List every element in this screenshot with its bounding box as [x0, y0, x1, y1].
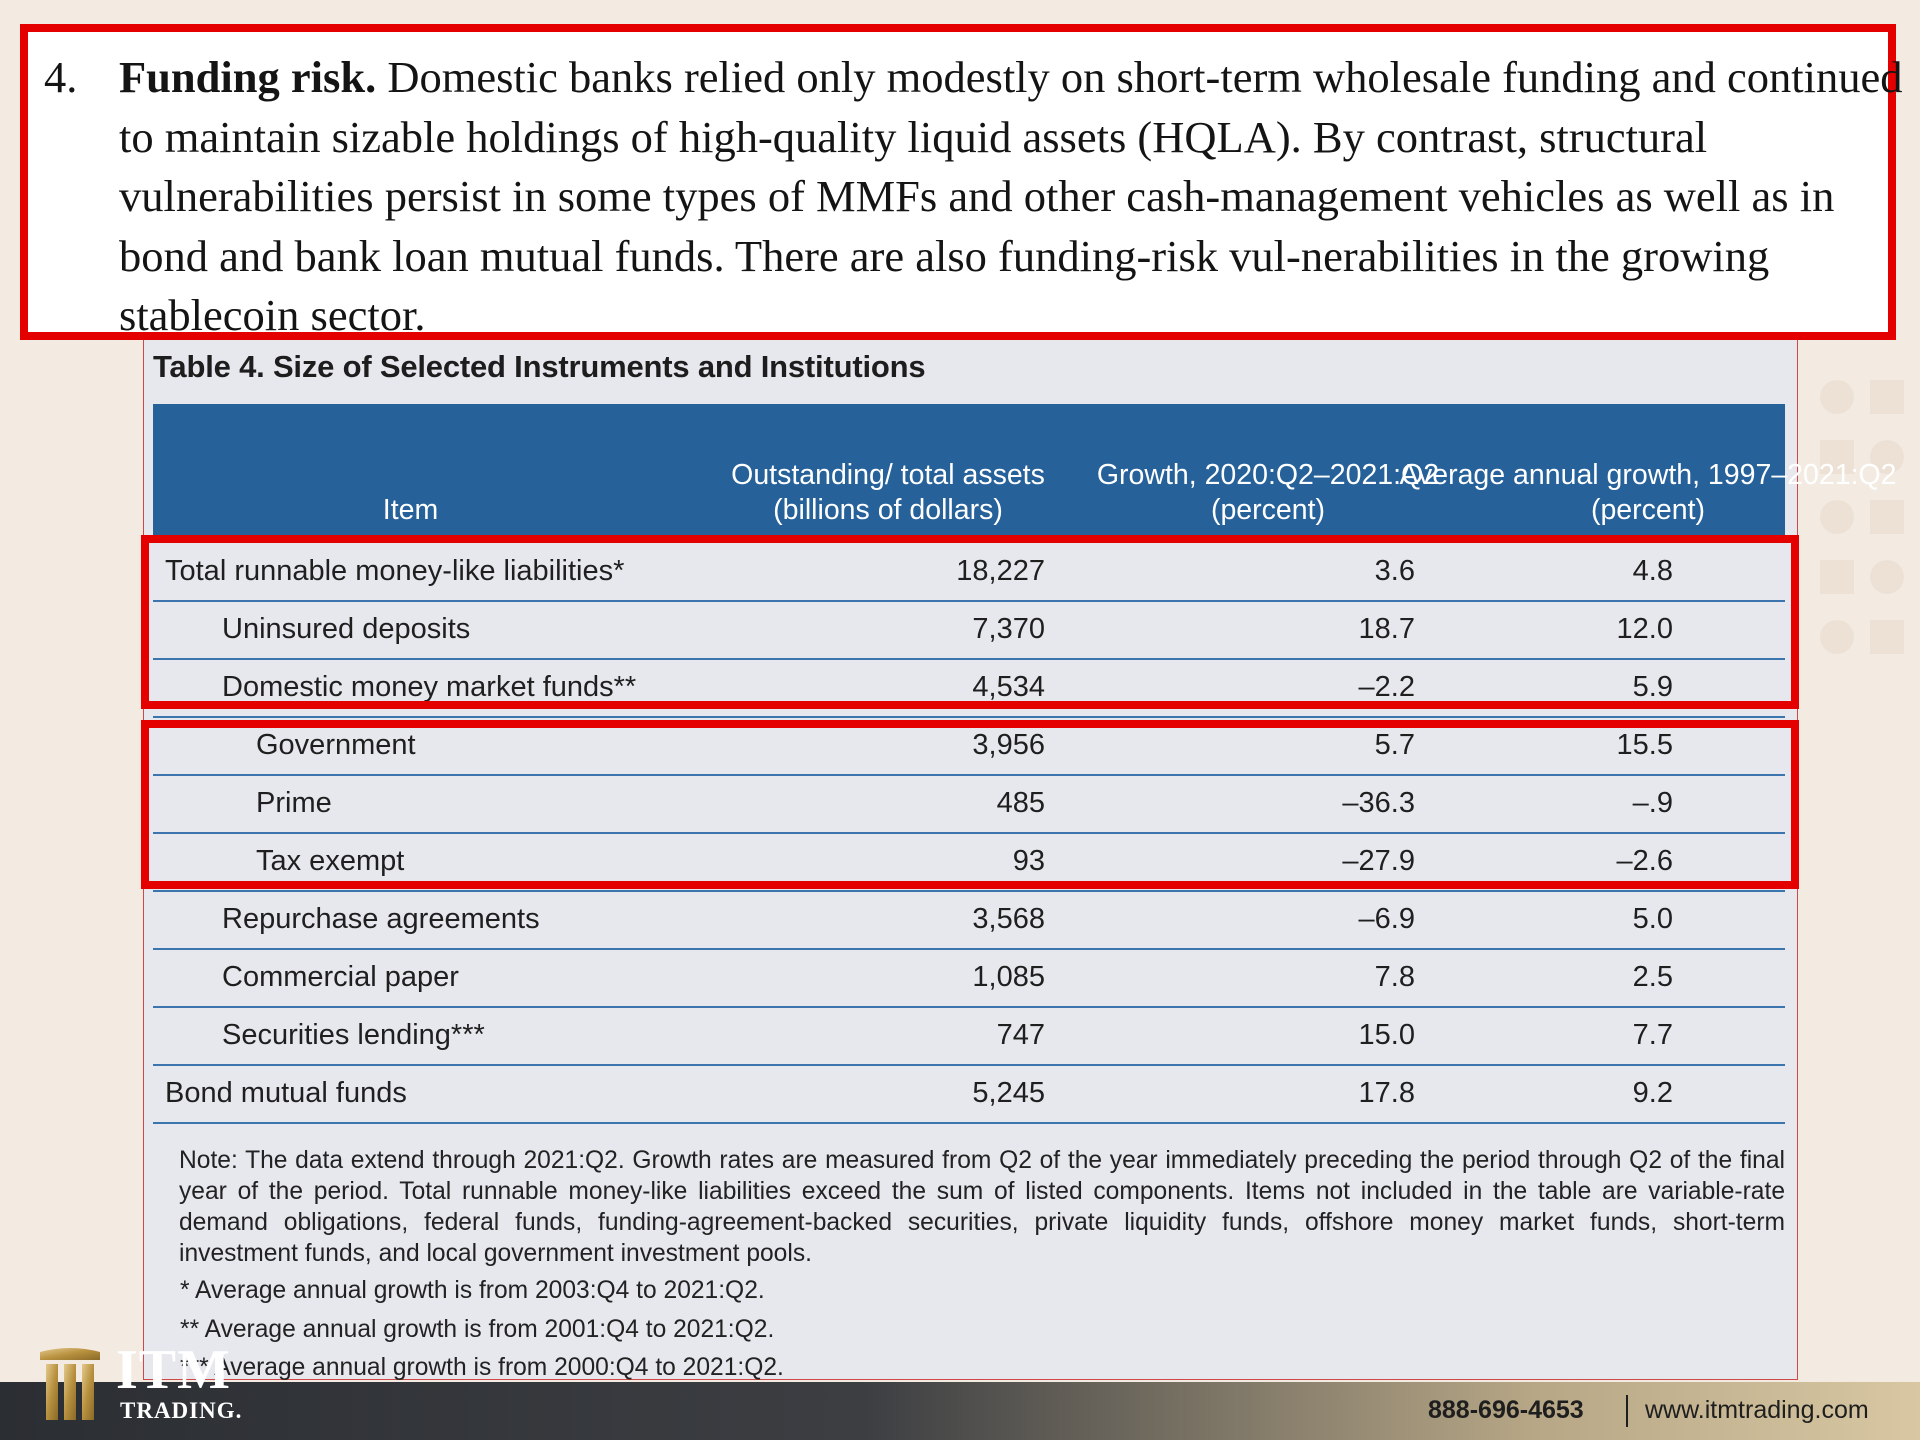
- row-item: Government: [256, 729, 416, 761]
- row-item: Tax exempt: [256, 845, 405, 877]
- phone-number[interactable]: 888-696-4653: [1428, 1396, 1584, 1424]
- row-outstanding: 7,370: [972, 613, 1045, 645]
- row-growth: 17.8: [1358, 1077, 1415, 1109]
- itm-column-logo-icon: [40, 1348, 100, 1420]
- table-row: Tax exempt 93 –27.9 –2.6: [153, 832, 1785, 892]
- footer-divider: [1626, 1395, 1628, 1427]
- table-row: Government 3,956 5.7 15.5: [153, 716, 1785, 776]
- row-item: Securities lending***: [222, 1019, 485, 1051]
- paragraph-text: Funding risk. Domestic banks relied only…: [119, 48, 1909, 346]
- paragraph-number: 4.: [44, 52, 78, 102]
- table-row: Commercial paper 1,085 7.8 2.5: [153, 948, 1785, 1008]
- paragraph-heading: Funding risk.: [119, 52, 377, 102]
- row-item: Domestic money market funds**: [222, 671, 637, 703]
- table-header: Item Outstanding/ total assets (billions…: [153, 404, 1897, 537]
- table-note: Note: The data extend through 2021:Q2. G…: [153, 1145, 1785, 1269]
- highlighted-paragraph: 4. Funding risk. Domestic banks relied o…: [20, 24, 1903, 340]
- row-growth: 18.7: [1358, 613, 1415, 645]
- row-avg-growth: 15.5: [1616, 729, 1673, 761]
- table-row: Repurchase agreements 3,568 –6.9 5.0: [153, 890, 1785, 950]
- footnote: ** Average annual growth is from 2001:Q4…: [180, 1316, 775, 1343]
- header-avg-growth: Average annual growth, 1997–2021:Q2 (per…: [1399, 459, 1897, 526]
- logo-text-itm: ITM: [116, 1339, 231, 1401]
- row-growth: 5.7: [1374, 729, 1415, 761]
- row-avg-growth: 5.9: [1632, 671, 1673, 703]
- row-outstanding: 3,956: [972, 729, 1045, 761]
- background-pattern: [1780, 0, 1920, 1380]
- row-outstanding: 4,534: [972, 671, 1045, 703]
- row-outstanding: 485: [996, 787, 1045, 819]
- row-item: Bond mutual funds: [165, 1077, 407, 1109]
- row-outstanding: 3,568: [972, 903, 1045, 935]
- row-item: Total runnable money-like liabilities*: [165, 555, 625, 587]
- footnote: *** Average annual growth is from 2000:Q…: [180, 1354, 784, 1380]
- website-link[interactable]: www.itmtrading.com: [1645, 1396, 1869, 1424]
- logo-text-trading: TRADING.: [120, 1398, 243, 1423]
- footnote: * Average annual growth is from 2003:Q4 …: [180, 1277, 765, 1304]
- header-item: Item: [382, 493, 439, 526]
- table-row: Securities lending*** 747 15.0 7.7: [153, 1006, 1785, 1066]
- table-note-text: Note: The data extend through 2021:Q2. G…: [179, 1147, 1785, 1267]
- row-outstanding: 18,227: [956, 555, 1045, 587]
- row-item: Uninsured deposits: [222, 613, 471, 645]
- row-item: Repurchase agreements: [222, 903, 540, 935]
- header-outstanding: Outstanding/ total assets (billions of d…: [731, 459, 1045, 526]
- footer-bar: [0, 1382, 1920, 1440]
- table-row: Uninsured deposits 7,370 18.7 12.0: [153, 600, 1785, 660]
- row-avg-growth: –2.6: [1616, 845, 1673, 877]
- row-growth: –27.9: [1342, 845, 1415, 877]
- row-growth: 15.0: [1358, 1019, 1415, 1051]
- row-avg-growth: –.9: [1632, 787, 1673, 819]
- paragraph-body: Domestic banks relied only modestly on s…: [119, 52, 1903, 340]
- row-avg-growth: 9.2: [1632, 1077, 1673, 1109]
- row-outstanding: 747: [996, 1019, 1045, 1051]
- table-row: Bond mutual funds 5,245 17.8 9.2: [153, 1064, 1785, 1124]
- row-growth: 7.8: [1374, 961, 1415, 993]
- row-growth: –36.3: [1342, 787, 1415, 819]
- row-outstanding: 93: [1012, 845, 1045, 877]
- row-growth: 3.6: [1374, 555, 1415, 587]
- row-avg-growth: 12.0: [1616, 613, 1673, 645]
- row-outstanding: 1,085: [972, 961, 1045, 993]
- table-row: Domestic money market funds** 4,534 –2.2…: [153, 658, 1785, 718]
- table-row: Prime 485 –36.3 –.9: [153, 774, 1785, 834]
- table-title: Table 4. Size of Selected Instruments an…: [153, 349, 926, 384]
- row-avg-growth: 7.7: [1632, 1019, 1673, 1051]
- row-avg-growth: 2.5: [1632, 961, 1673, 993]
- header-growth: Growth, 2020:Q2–2021:Q2 (percent): [1096, 459, 1440, 526]
- table-row: Total runnable money-like liabilities* 1…: [153, 542, 1785, 602]
- row-item: Prime: [256, 787, 332, 819]
- row-growth: –6.9: [1358, 903, 1415, 935]
- row-item: Commercial paper: [222, 961, 459, 993]
- row-avg-growth: 4.8: [1632, 555, 1673, 587]
- highlight-box-mmf: [141, 720, 1799, 889]
- row-avg-growth: 5.0: [1632, 903, 1673, 935]
- row-growth: –2.2: [1358, 671, 1415, 703]
- row-outstanding: 5,245: [972, 1077, 1045, 1109]
- highlight-box-top: [141, 535, 1799, 709]
